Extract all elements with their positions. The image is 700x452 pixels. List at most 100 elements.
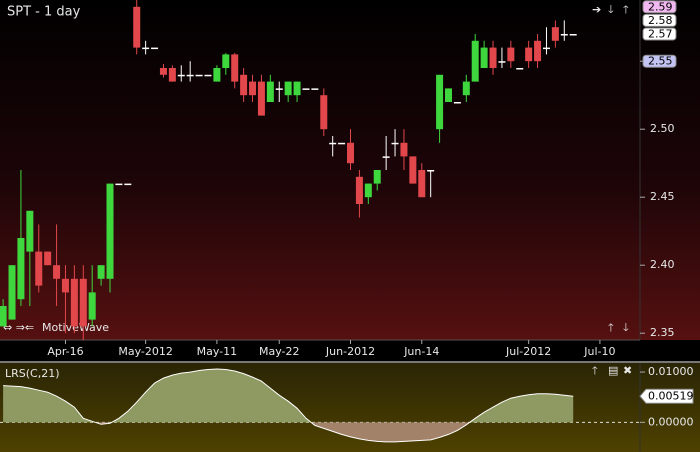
y-tick-label: 2.40 [650, 258, 675, 271]
candle-body [293, 81, 301, 96]
candle-body [542, 47, 550, 50]
scroll-icon[interactable]: ⇔ ⇒⇐ [3, 321, 34, 334]
arrow-up-icon[interactable]: 🡑 [608, 321, 614, 334]
candle-body [355, 176, 363, 204]
candle-body [61, 278, 69, 293]
chart-title: SPT - 1 day [7, 5, 81, 20]
candle-body [249, 81, 257, 96]
candle-body [551, 27, 559, 41]
arrow-down-icon[interactable]: 🡓 [623, 321, 629, 334]
candle-body [151, 47, 159, 50]
candle-body [222, 54, 230, 68]
candle-body [569, 34, 577, 36]
candle-body [444, 88, 452, 102]
area-positive [3, 369, 574, 423]
candle-body [115, 183, 123, 186]
candle-body [311, 88, 319, 90]
candle-body [53, 265, 61, 279]
candle-body [471, 40, 479, 82]
x-tick-label: May-11 [197, 345, 238, 358]
candle-body [240, 74, 248, 96]
y-tick-label: 0.00000 [648, 415, 694, 428]
arrow-down-icon[interactable]: 🡓 [608, 3, 614, 16]
price-marker-label: 2.58 [648, 14, 673, 27]
toolbar-icons[interactable]: ➔ 🡓 🡑 🡑 🡓 🡑 ▤ ✖ ⇔ ⇒⇐ [3, 3, 632, 377]
candle-body [97, 265, 105, 279]
x-tick-label: Jun-2012 [325, 345, 375, 358]
candle-body [347, 142, 355, 164]
candle-body [462, 81, 470, 96]
current-value-label: 0.00519 [648, 390, 694, 403]
candle-body [159, 68, 167, 75]
x-tick-label: Apr-16 [47, 345, 83, 358]
candle-body [498, 61, 506, 63]
x-tick-label: Jul-10 [583, 345, 615, 358]
y-tick-label: 2.45 [650, 190, 675, 203]
arrow-right-icon[interactable]: ➔ [592, 3, 601, 16]
candle-body [320, 95, 328, 130]
candle-body [0, 306, 7, 327]
candle-body [124, 183, 132, 186]
candle-body [302, 88, 310, 90]
maximize-icon[interactable]: ▤ [608, 364, 618, 377]
x-tick-label: May-22 [259, 345, 300, 358]
candle-body [400, 142, 408, 157]
x-tick-label: Jun-14 [403, 345, 439, 358]
candle-body [373, 170, 381, 184]
candle-body [204, 74, 212, 77]
y-tick-label: 2.50 [650, 122, 675, 135]
arrow-up-icon[interactable]: 🡑 [592, 364, 598, 377]
price-marker [642, 0, 677, 14]
candle-body [489, 47, 497, 68]
candle-body [436, 74, 444, 130]
price-marker-label: 2.59 [648, 0, 673, 13]
y-tick-label: 2.35 [650, 326, 675, 339]
candle-body [213, 68, 221, 82]
candle-body [275, 88, 283, 90]
candle-body [35, 251, 43, 286]
candle-body [44, 251, 52, 266]
candle-body [257, 81, 265, 116]
candle-body [186, 74, 194, 77]
price-panel [0, 0, 700, 340]
candle-body [329, 142, 337, 145]
panel-splitter[interactable] [0, 361, 700, 363]
candle-body [391, 142, 399, 145]
area-negative [95, 422, 470, 442]
candle-body [507, 47, 515, 62]
candle-body [17, 238, 25, 300]
candle-body [364, 183, 372, 198]
x-tick-label: May-2012 [118, 345, 173, 358]
close-icon[interactable]: ✖ [623, 364, 632, 377]
price-marker-label: 2.55 [648, 55, 673, 68]
candle-body [409, 156, 417, 184]
indicator-line [3, 368, 574, 443]
candle-body [133, 6, 141, 48]
candle-body [516, 68, 524, 70]
candle-body [231, 54, 239, 82]
candle-body [453, 102, 461, 104]
candle-body [427, 170, 435, 172]
candle-body [177, 74, 185, 77]
candle-body [382, 156, 390, 158]
arrow-up-icon[interactable]: 🡑 [623, 3, 629, 16]
candle-body [534, 40, 542, 62]
candle-body [338, 142, 346, 145]
candle-body [480, 47, 488, 68]
y-tick-label: 0.01000 [648, 365, 694, 378]
candle-body [418, 170, 426, 198]
candle-body [8, 265, 16, 320]
price-marker-label: 2.57 [648, 28, 673, 41]
candle-body [266, 81, 274, 102]
price-marker [642, 13, 677, 27]
date-axis [0, 340, 700, 361]
candle-body [168, 68, 176, 82]
x-tick-label: Jul-2012 [505, 345, 551, 358]
candle-body [525, 47, 533, 62]
candle-body [88, 292, 96, 320]
candle-body [26, 210, 34, 252]
candle-body [106, 183, 114, 279]
candle-body [195, 74, 203, 77]
candle-body [284, 81, 292, 96]
